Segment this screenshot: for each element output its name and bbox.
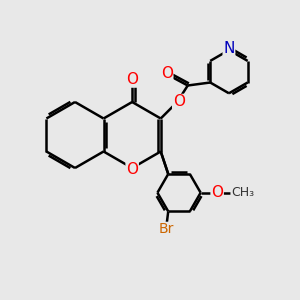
Text: CH₃: CH₃: [231, 186, 254, 199]
Text: O: O: [211, 185, 223, 200]
Text: O: O: [161, 66, 173, 81]
Text: O: O: [173, 94, 185, 110]
Text: O: O: [126, 72, 138, 87]
Text: O: O: [126, 162, 138, 177]
Text: N: N: [223, 41, 235, 56]
Text: Br: Br: [159, 222, 174, 236]
